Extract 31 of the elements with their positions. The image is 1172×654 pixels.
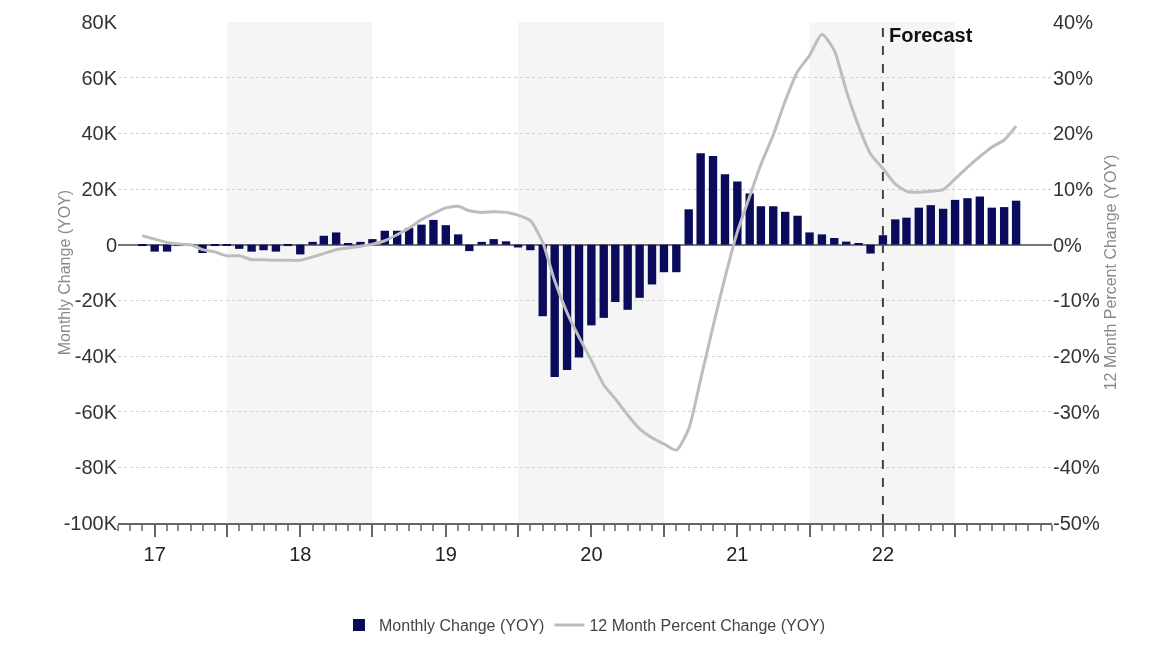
y2-axis-title: 12 Month Percent Change (YOY) bbox=[1101, 154, 1119, 391]
x-tick-label: 19 bbox=[434, 543, 457, 565]
y2-tick-label: 10% bbox=[1053, 178, 1094, 200]
y2-tick-label: -50% bbox=[1053, 512, 1100, 534]
y-tick-label: -100K bbox=[63, 512, 118, 534]
x-tick-label: 17 bbox=[143, 543, 166, 565]
x-tick-label: 20 bbox=[580, 543, 603, 565]
y2-tick-label: -10% bbox=[1053, 289, 1100, 312]
y2-tick-label: 0% bbox=[1053, 233, 1083, 256]
y-tick-label: 60K bbox=[81, 66, 118, 89]
y-tick-label: -40K bbox=[74, 345, 118, 367]
x-tick-label: 22 bbox=[871, 543, 895, 565]
x-tick-label: 21 bbox=[726, 543, 749, 565]
legend-label: Monthly Change (YOY) bbox=[379, 617, 545, 635]
y-tick-label: 20K bbox=[81, 178, 118, 200]
ref-line-label: Forecast bbox=[889, 24, 973, 46]
y2-tick-label: 30% bbox=[1053, 66, 1094, 89]
y-tick-label: 80K bbox=[81, 11, 118, 33]
y2-tick-label: -40% bbox=[1053, 456, 1100, 479]
legend-label: 12 Month Percent Change (YOY) bbox=[589, 617, 826, 635]
y-axis-title: Monthly Change (YOY) bbox=[55, 189, 73, 356]
y-tick-label: -60K bbox=[74, 400, 118, 423]
y-tick-label: -20K bbox=[74, 289, 118, 312]
y2-tick-label: -30% bbox=[1053, 400, 1100, 423]
y-tick-label: 40K bbox=[81, 122, 118, 145]
y2-tick-label: 40% bbox=[1053, 11, 1094, 33]
y2-tick-label: 20% bbox=[1053, 122, 1094, 145]
y2-tick-label: -20% bbox=[1053, 345, 1100, 367]
x-tick-label: 18 bbox=[289, 543, 312, 565]
y-tick-label: -80K bbox=[74, 456, 118, 479]
y-tick-label: 0 bbox=[105, 233, 117, 256]
